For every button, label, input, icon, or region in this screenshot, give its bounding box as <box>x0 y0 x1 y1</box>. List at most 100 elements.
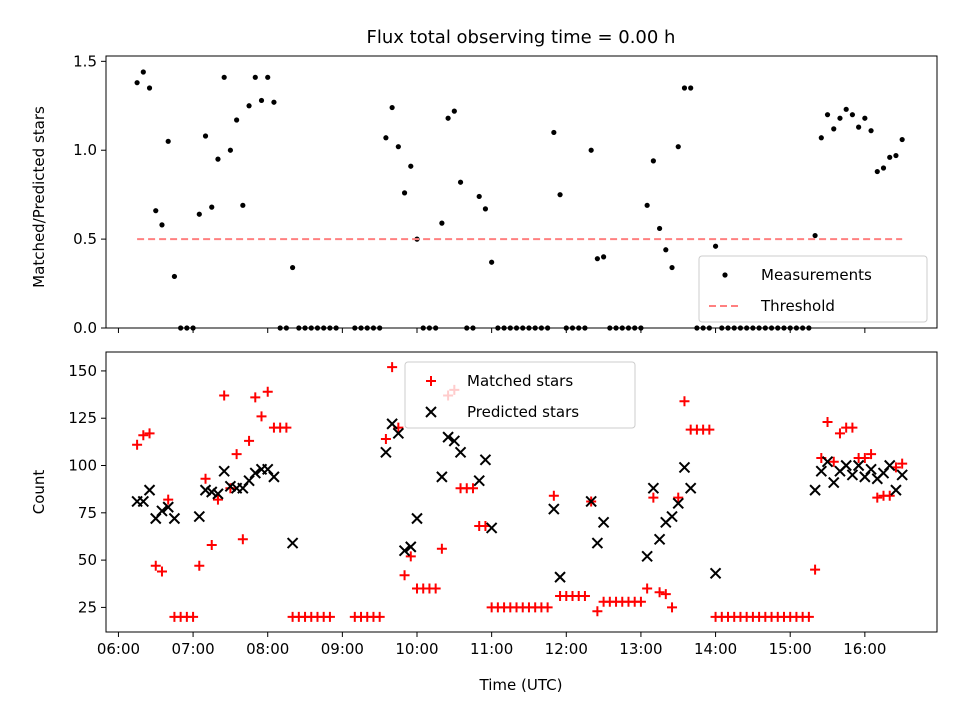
measurement-point <box>476 193 482 200</box>
measurement-point <box>383 135 389 141</box>
measurement-point <box>849 112 856 118</box>
measurement-point <box>482 206 489 212</box>
y-tick-label: 0.0 <box>73 319 97 337</box>
matched-point <box>380 434 391 445</box>
measurement-point <box>252 74 258 80</box>
matched-point <box>194 560 205 571</box>
matched-point <box>897 458 908 469</box>
matched-point <box>660 589 671 600</box>
measurement-point <box>221 74 227 80</box>
matched-point <box>430 583 441 594</box>
measurement-point <box>215 156 221 162</box>
matched-point <box>467 483 478 494</box>
measurement-point <box>601 254 607 260</box>
predicted-point <box>386 418 398 430</box>
predicted-point <box>286 537 299 549</box>
measurement-point <box>644 202 650 208</box>
predicted-point <box>380 446 392 458</box>
measurement-point <box>246 103 252 109</box>
matched-point <box>256 411 267 422</box>
matched-point <box>237 534 248 545</box>
measurement-point <box>557 192 563 198</box>
legend: Measurements Threshold <box>698 255 928 323</box>
y-axis-label: Count <box>30 470 48 515</box>
measurement-point <box>831 126 837 132</box>
matched-point <box>225 483 236 494</box>
predicted-point <box>137 495 150 508</box>
x-tick-label: 16:00 <box>843 640 886 658</box>
predicted-point <box>653 533 666 546</box>
x-axis-label: Time (UTC) <box>479 676 563 694</box>
legend-label: Matched stars <box>467 372 573 390</box>
predicted-point <box>666 510 678 523</box>
predicted-point <box>411 512 423 525</box>
matched-point <box>405 551 416 562</box>
predicted-point <box>398 544 411 557</box>
predicted-point <box>479 454 492 466</box>
matched-point <box>872 492 883 503</box>
measurement-point <box>675 144 681 150</box>
measurement-point <box>265 74 271 80</box>
matched-point <box>834 428 845 439</box>
matched-point <box>654 587 665 598</box>
y-tick-label: 25 <box>78 598 97 616</box>
predicted-point <box>218 465 230 477</box>
predicted-point <box>473 474 485 487</box>
matched-point <box>847 422 858 433</box>
predicted-point <box>436 471 448 483</box>
series-predicted-stars <box>131 418 908 583</box>
x-tick-label: 07:00 <box>171 640 214 658</box>
predicted-point <box>548 503 560 515</box>
measurement-point <box>818 135 824 141</box>
predicted-point <box>442 431 454 443</box>
y-tick-label: 1.0 <box>73 141 97 159</box>
x-tick-label: 08:00 <box>246 640 289 658</box>
measurement-point <box>681 85 688 91</box>
predicted-point <box>828 476 840 489</box>
predicted-point <box>852 459 865 472</box>
measurement-point <box>202 133 209 139</box>
predicted-point <box>268 471 280 483</box>
predicted-point <box>206 486 218 498</box>
measurement-point <box>134 80 140 86</box>
matched-point <box>592 606 603 617</box>
matched-point <box>548 490 559 501</box>
x-tick-label: 06:00 <box>97 640 140 658</box>
predicted-point <box>405 541 417 553</box>
matched-point <box>144 428 155 439</box>
measurement-point <box>588 147 594 153</box>
predicted-point <box>809 484 821 496</box>
matched-point <box>436 543 447 554</box>
predicted-point <box>591 537 604 549</box>
predicted-point <box>485 522 498 534</box>
matched-point <box>132 439 143 450</box>
matched-point <box>828 456 839 467</box>
measurement-point <box>240 202 246 208</box>
predicted-point <box>840 459 852 472</box>
y-tick-label: 150 <box>68 362 97 380</box>
matched-point <box>810 564 821 575</box>
matched-point <box>635 596 646 607</box>
matched-point <box>822 417 833 427</box>
measurement-point <box>824 112 831 118</box>
predicted-point <box>647 482 660 494</box>
measurement-point <box>408 163 414 169</box>
predicted-point <box>193 510 206 523</box>
measurement-point <box>227 147 234 153</box>
figure-title: Flux total observing time = 0.00 h <box>367 27 676 48</box>
axes-frame <box>105 55 938 329</box>
matched-point <box>281 422 292 433</box>
x-tick-label: 14:00 <box>694 640 737 658</box>
matched-point <box>138 430 149 441</box>
axes-frame <box>105 351 938 633</box>
predicted-point <box>684 482 697 494</box>
matched-point <box>244 435 255 446</box>
measurement-point <box>140 69 146 75</box>
matched-point <box>667 602 678 613</box>
matched-point <box>250 392 261 403</box>
predicted-point <box>585 495 597 508</box>
matched-point <box>859 452 870 463</box>
measurement-point <box>812 232 818 239</box>
matched-point <box>679 396 690 407</box>
predicted-point <box>709 567 722 580</box>
